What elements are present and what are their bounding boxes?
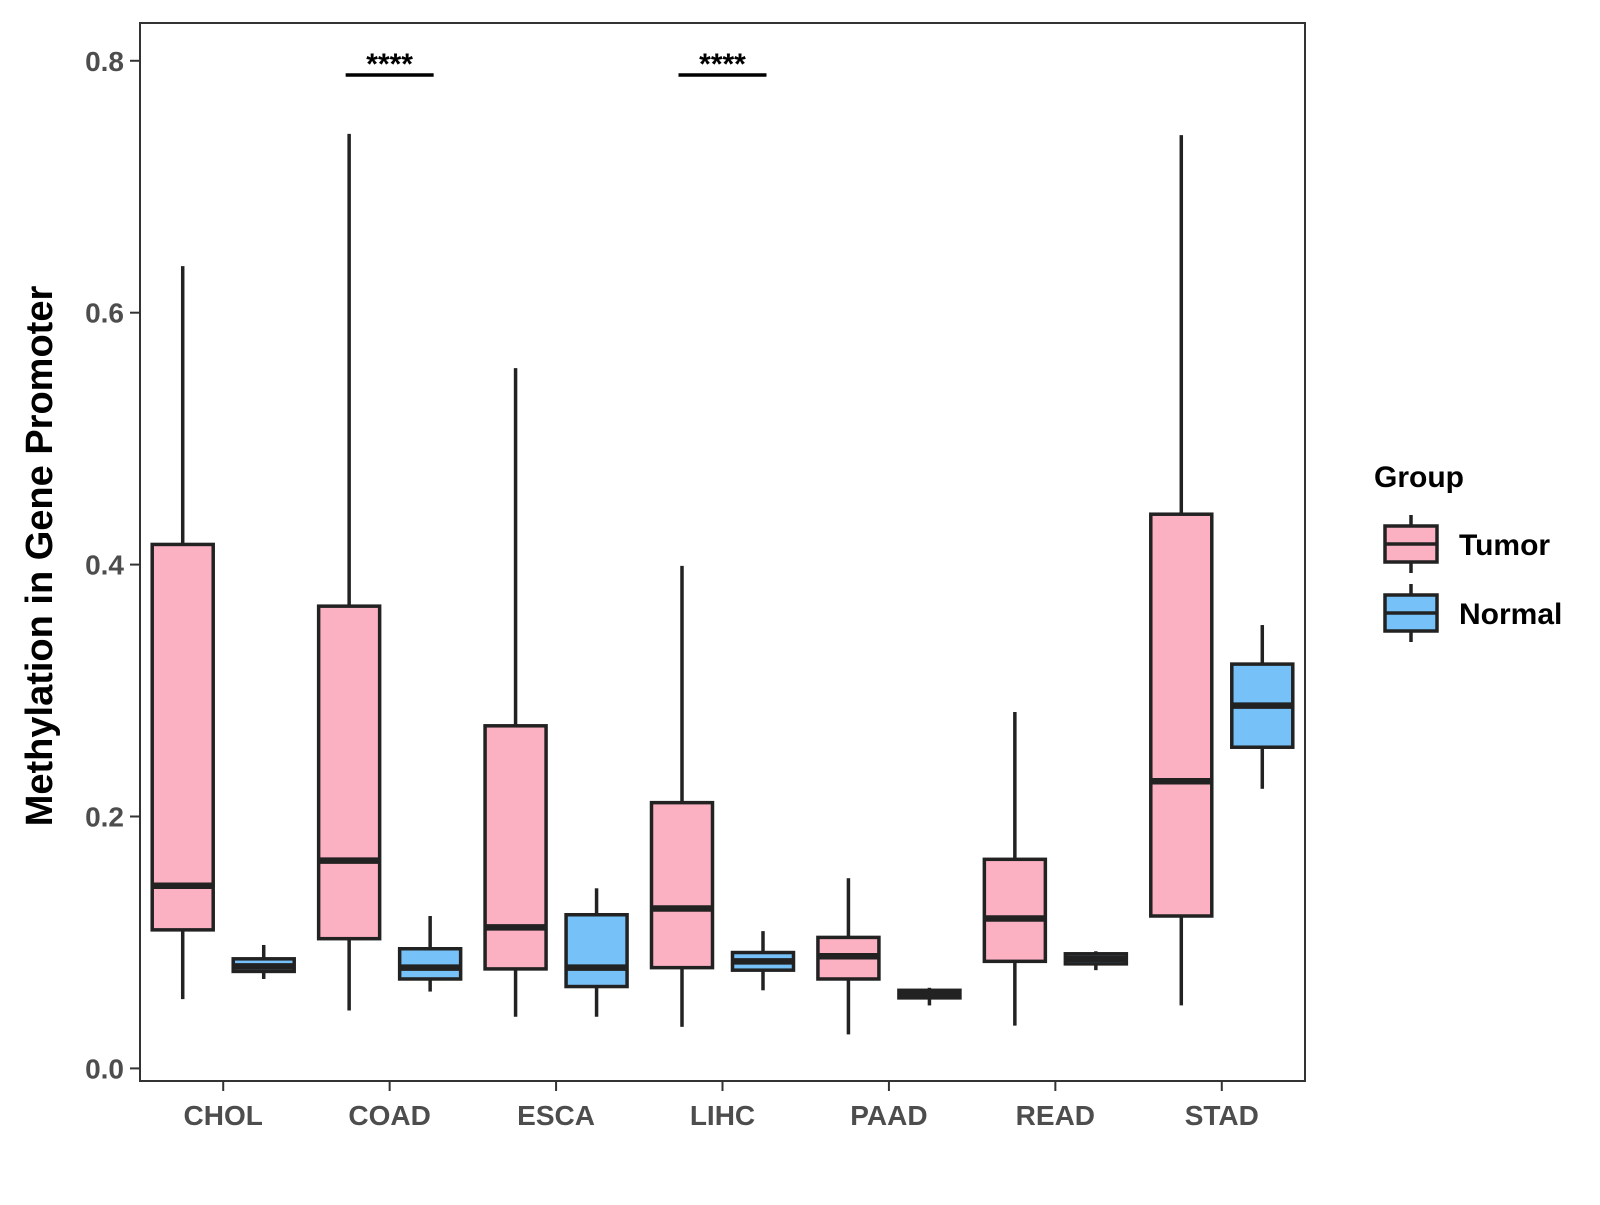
x-tick-label-esca: ESCA xyxy=(517,1100,595,1131)
box-normal-esca xyxy=(564,888,629,1017)
iqr-box-tumor-read xyxy=(982,857,1048,964)
iqr-box-normal-esca xyxy=(564,912,629,989)
box-tumor-paad xyxy=(816,878,881,1035)
box-normal-stad xyxy=(1230,625,1295,789)
legend: Group Tumor Normal xyxy=(1374,461,1562,642)
significance-label-coad: **** xyxy=(366,48,413,81)
iqr-box-tumor-lihc xyxy=(649,800,715,970)
legend-item-normal: Normal xyxy=(1383,584,1562,642)
box-normal-paad xyxy=(897,987,962,1006)
significance-label-lihc: **** xyxy=(699,48,746,81)
legend-item-tumor: Tumor xyxy=(1383,515,1550,573)
box-normal-coad xyxy=(397,916,463,992)
box-tumor-chol xyxy=(150,266,215,1000)
y-tick-label: 0.8 xyxy=(85,46,124,77)
box-tumor-esca xyxy=(483,368,548,1017)
plot-panel-border xyxy=(139,22,1306,1082)
legend-label-normal: Normal xyxy=(1459,598,1562,631)
x-tick-label-lihc: LIHC xyxy=(690,1100,755,1131)
box-tumor-stad xyxy=(1149,135,1214,1006)
box-tumor-coad xyxy=(316,133,382,1011)
x-tick-label-coad: COAD xyxy=(348,1100,430,1131)
y-tick-label: 0.4 xyxy=(85,550,124,581)
box-normal-chol xyxy=(231,944,296,979)
iqr-box-tumor-stad xyxy=(1149,512,1214,918)
box-tumor-read xyxy=(982,711,1048,1026)
x-tick-label-paad: PAAD xyxy=(850,1100,927,1131)
iqr-box-tumor-chol xyxy=(150,542,215,932)
x-tick-label-chol: CHOL xyxy=(184,1100,263,1131)
x-tick-label-read: READ xyxy=(1016,1100,1095,1131)
legend-title: Group xyxy=(1374,461,1464,494)
x-tick-label-stad: STAD xyxy=(1185,1100,1259,1131)
y-axis-title: Methylation in Gene Promoter xyxy=(19,286,61,827)
box-normal-lihc xyxy=(730,931,796,991)
box-normal-read xyxy=(1063,951,1129,971)
iqr-box-normal-coad xyxy=(397,947,463,981)
y-tick-label: 0.0 xyxy=(85,1053,124,1084)
box-tumor-lihc xyxy=(649,565,715,1027)
iqr-box-tumor-esca xyxy=(483,724,548,971)
y-tick-label: 0.2 xyxy=(85,802,124,833)
iqr-box-tumor-coad xyxy=(316,604,382,941)
legend-label-tumor: Tumor xyxy=(1459,529,1550,562)
y-tick-label: 0.6 xyxy=(85,298,124,329)
